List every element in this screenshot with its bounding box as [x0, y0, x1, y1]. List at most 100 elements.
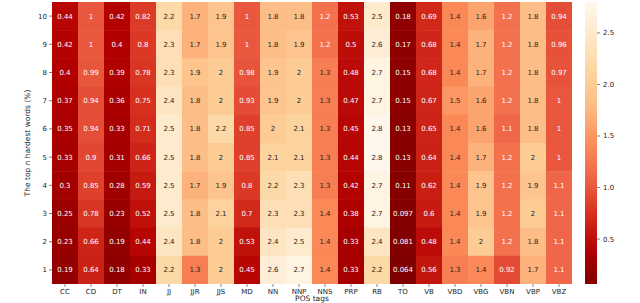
- y-tick: [49, 157, 52, 158]
- cell: [286, 30, 313, 59]
- cell-label: 1.7: [527, 266, 538, 274]
- cell: [416, 228, 443, 257]
- cell-label: 1.3: [319, 154, 330, 162]
- cell: [390, 30, 417, 59]
- cell-label: 1.8: [527, 69, 538, 77]
- cell: [520, 199, 547, 228]
- cell: [52, 256, 79, 284]
- cell: [416, 2, 443, 31]
- cell-label: 0.38: [343, 210, 359, 218]
- cell: [390, 143, 417, 172]
- cell: [520, 2, 547, 31]
- cell-label: 0.69: [421, 13, 437, 21]
- cell-label: 0.064: [393, 266, 414, 274]
- cell: [182, 58, 209, 87]
- cell-label: 1.9: [189, 69, 200, 77]
- cell-label: 1.6: [475, 13, 487, 21]
- cell-label: 1.1: [553, 210, 564, 218]
- cell-label: 2: [531, 210, 535, 218]
- x-tick: [117, 284, 118, 287]
- cell-label: 0.94: [83, 125, 99, 133]
- cell: [78, 143, 105, 172]
- cell-label: 2: [219, 266, 223, 274]
- cell: [468, 87, 495, 116]
- cell: [260, 58, 287, 87]
- cell: [390, 115, 417, 144]
- cell: [130, 58, 157, 87]
- cell: [234, 87, 261, 116]
- colorbar-tick-label: 0.5: [603, 236, 614, 244]
- cell-label: 0.19: [57, 266, 73, 274]
- cell-label: 1.3: [319, 69, 330, 77]
- cell: [260, 256, 287, 284]
- cell-label: 0.4: [111, 41, 123, 49]
- cell-label: 1.4: [449, 69, 461, 77]
- colorbar-tick-label: 1.5: [603, 132, 614, 140]
- cell-label: 1.9: [215, 13, 226, 21]
- cell-label: 0.33: [135, 266, 151, 274]
- x-tick-label: TO: [397, 288, 408, 296]
- cell: [312, 87, 339, 116]
- cell: [156, 87, 183, 116]
- cell-label: 0.081: [393, 238, 413, 246]
- cell-label: 0.47: [343, 97, 359, 105]
- y-tick: [49, 269, 52, 270]
- cell-label: 0.94: [551, 13, 567, 21]
- cell-label: 0.42: [343, 182, 359, 190]
- cell: [338, 30, 365, 59]
- cell: [546, 115, 572, 144]
- y-tick: [49, 44, 52, 45]
- cell: [52, 143, 79, 172]
- cell: [338, 87, 365, 116]
- cell-label: 2.8: [371, 154, 382, 162]
- cell-label: 0.67: [421, 97, 437, 105]
- cell-label: 1.7: [475, 69, 486, 77]
- cell-label: 1.3: [449, 266, 460, 274]
- cell-label: 0.35: [57, 125, 73, 133]
- cell: [156, 171, 183, 200]
- cell-label: 0.39: [109, 69, 125, 77]
- colorbar-tick: [597, 239, 600, 240]
- cell: [546, 30, 572, 59]
- cell-label: 0.85: [239, 125, 255, 133]
- cell: [390, 199, 417, 228]
- cell: [156, 2, 183, 31]
- cell: [286, 58, 313, 87]
- x-tick-label: PRP: [344, 288, 357, 296]
- cell: [494, 58, 521, 87]
- cell: [494, 256, 521, 284]
- cell-label: 0.85: [239, 154, 255, 162]
- cell: [78, 2, 105, 31]
- cell-label: 2: [297, 97, 301, 105]
- cell-label: 2.1: [293, 154, 304, 162]
- cell: [52, 171, 79, 200]
- x-tick: [143, 284, 144, 287]
- cell: [182, 199, 209, 228]
- cell: [442, 143, 469, 172]
- cell-label: 0.64: [83, 266, 99, 274]
- cell: [52, 30, 79, 59]
- cell: [494, 199, 521, 228]
- cell: [468, 30, 495, 59]
- cell-label: 2: [531, 154, 535, 162]
- cell: [520, 115, 547, 144]
- cell: [546, 199, 572, 228]
- y-tick-label: 4: [43, 182, 48, 190]
- cell-label: 2.2: [163, 13, 174, 21]
- cell-label: 2.5: [163, 182, 174, 190]
- x-tick-label: VB: [424, 288, 434, 296]
- cell-label: 2: [271, 125, 275, 133]
- cell-label: 1.3: [189, 266, 200, 274]
- cell: [260, 171, 287, 200]
- cell: [208, 256, 235, 284]
- cell-label: 2.5: [163, 154, 174, 162]
- x-tick-label: IN: [139, 288, 146, 296]
- cell: [364, 228, 391, 257]
- cell-label: 0.92: [499, 266, 515, 274]
- cell-label: 1.9: [475, 210, 486, 218]
- x-tick: [429, 284, 430, 287]
- y-tick-label: 6: [43, 125, 48, 133]
- cell-label: 0.96: [551, 41, 567, 49]
- cell-label: 2.7: [293, 266, 304, 274]
- cell-label: 1.1: [553, 182, 564, 190]
